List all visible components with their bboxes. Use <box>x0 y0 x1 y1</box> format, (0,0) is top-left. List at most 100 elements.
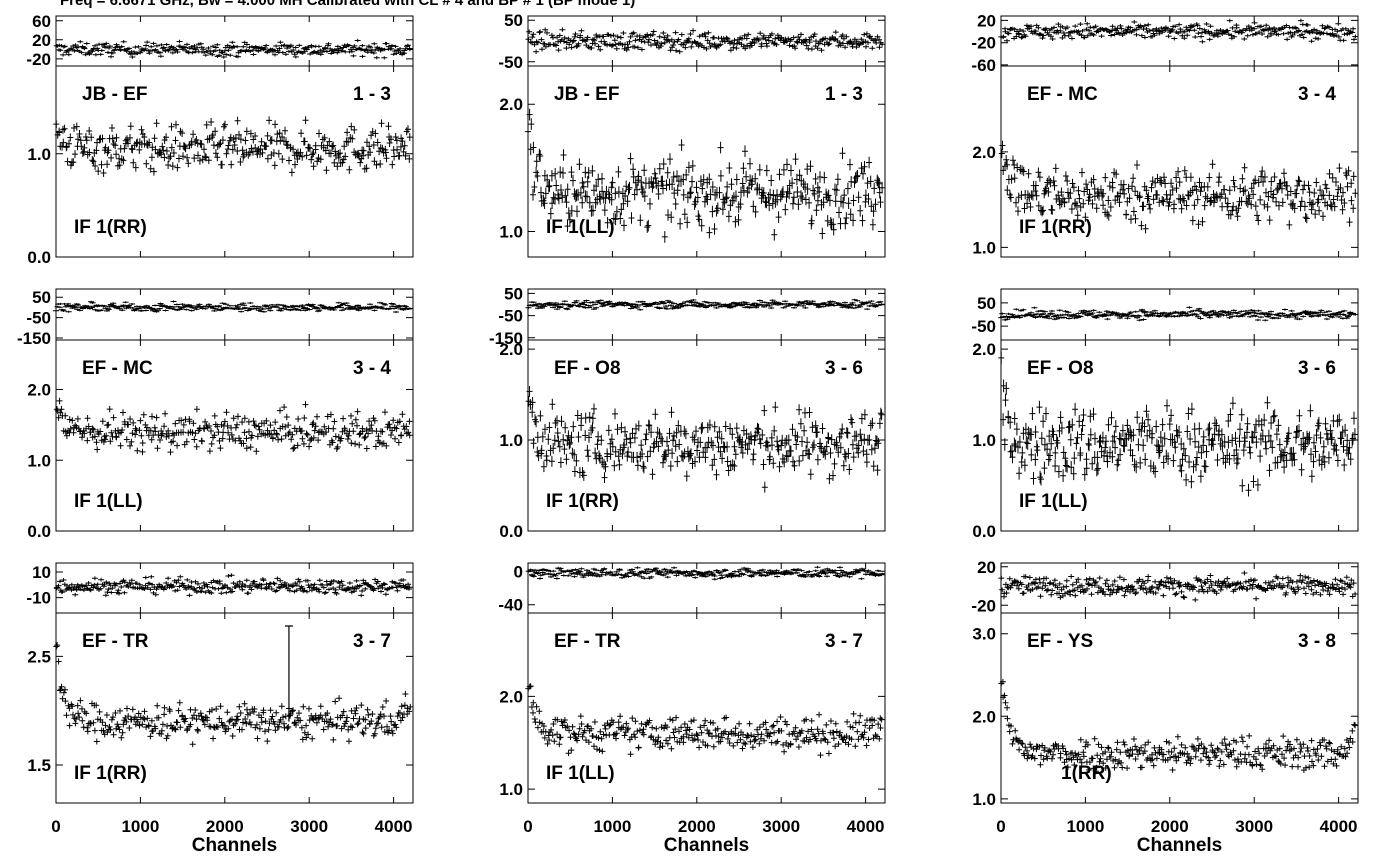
phase-y-tick-marks <box>1001 302 1358 327</box>
baseline-label: EF - O8 <box>1027 358 1094 379</box>
amp-y-tick-marks <box>1001 633 1358 800</box>
x-tick-label: 4000 <box>375 817 413 836</box>
amp-y-tick-label: 1.5 <box>27 756 51 775</box>
if-polarization-label: 1(RR) <box>1061 763 1112 784</box>
x-tick-marks <box>527 66 867 257</box>
phase-y-tick-marks <box>1001 566 1358 606</box>
amp-y-tick-label: 2.0 <box>972 340 996 359</box>
x-tick-label: 4000 <box>847 817 885 836</box>
baseline-label: EF - O8 <box>554 358 621 379</box>
phase-y-tick-label: 20 <box>977 558 996 577</box>
amplitude-points <box>998 678 1359 775</box>
amp-y-tick-label: 1.0 <box>27 451 51 470</box>
amplitude-points <box>53 116 413 177</box>
amp-y-tick-label: 1.0 <box>499 780 523 799</box>
amplitude-plot-frame <box>527 65 886 258</box>
amplitude-points <box>525 683 885 758</box>
phase-points <box>53 300 413 314</box>
amp-y-tick-label: 1.0 <box>27 145 51 164</box>
amp-y-tick-label: 2.0 <box>972 143 996 162</box>
phase-y-tick-label: -20 <box>26 50 51 69</box>
x-tick-marks <box>1000 289 1340 340</box>
amp-y-tick-label: 2.0 <box>27 381 51 400</box>
x-tick-marks <box>527 340 867 531</box>
x-tick-marks <box>527 563 867 613</box>
phase-y-tick-label: -60 <box>971 56 996 75</box>
amp-y-tick-marks <box>528 695 885 790</box>
amp-y-tick-label: 3.0 <box>972 625 996 644</box>
amplitude-points <box>53 397 413 456</box>
baseline-panel <box>998 562 1359 804</box>
amplitude-plot-frame <box>527 339 886 532</box>
x-tick-marks <box>55 563 395 613</box>
amp-y-tick-label: 1.0 <box>499 223 523 242</box>
phase-plot-frame <box>55 288 414 341</box>
x-tick-marks <box>527 613 867 803</box>
baseline-panel <box>53 288 414 532</box>
amp-y-tick-label: 1.0 <box>972 431 996 450</box>
x-tick-label: 4000 <box>1320 817 1358 836</box>
phase-y-tick-marks <box>528 292 885 339</box>
amp-y-tick-marks <box>528 103 885 232</box>
amplitude-points <box>998 140 1359 234</box>
phase-y-tick-label: 60 <box>32 12 51 31</box>
baseline-panel <box>53 562 414 804</box>
amplitude-plot-frame <box>55 339 414 532</box>
phase-y-tick-label: -10 <box>26 589 51 608</box>
phase-y-tick-label: -50 <box>971 317 996 336</box>
phase-y-tick-marks <box>528 19 885 63</box>
phase-points <box>53 38 413 60</box>
x-tick-label: 0 <box>996 817 1005 836</box>
amp-y-tick-label: 0.0 <box>27 522 51 541</box>
amplitude-plot-frame <box>1000 65 1359 258</box>
baseline-label: EF - TR <box>554 631 621 652</box>
amp-y-tick-marks <box>56 153 413 258</box>
baseline-panel <box>998 288 1359 532</box>
x-tick-marks <box>1000 340 1340 531</box>
phase-y-tick-label: -150 <box>489 329 523 348</box>
x-tick-marks <box>55 340 395 531</box>
phase-y-tick-marks <box>56 20 413 60</box>
baseline-panel <box>998 15 1359 258</box>
x-tick-label: 2000 <box>678 817 716 836</box>
x-tick-marks <box>55 16 395 66</box>
baseline-label: EF - MC <box>1027 84 1098 105</box>
baseline-panel <box>525 15 886 258</box>
phase-plot-frame <box>527 288 886 341</box>
phase-y-tick-label: 0 <box>514 562 523 581</box>
x-tick-label: 1000 <box>593 817 631 836</box>
baseline-label: JB - EF <box>82 84 147 105</box>
phase-y-tick-label: 10 <box>32 563 51 582</box>
x-axis-label: Channels <box>1137 835 1223 856</box>
x-tick-marks <box>527 16 867 66</box>
if-polarization-label: IF 1(LL) <box>546 217 615 238</box>
phase-y-tick-label: 50 <box>504 284 523 303</box>
amp-y-tick-label: 2.0 <box>499 340 523 359</box>
amp-y-tick-marks <box>1001 348 1358 532</box>
antenna-pair-label: 1 - 3 <box>825 84 863 105</box>
antenna-pair-label: 3 - 4 <box>353 358 391 379</box>
amp-y-tick-label: 1.0 <box>972 790 996 809</box>
amp-y-tick-marks <box>1001 151 1358 248</box>
amplitude-points <box>525 386 885 493</box>
phase-y-tick-label: -50 <box>26 309 51 328</box>
if-polarization-label: IF 1(RR) <box>546 491 619 512</box>
x-tick-marks <box>55 613 395 803</box>
phase-y-tick-label: -50 <box>498 53 523 72</box>
if-polarization-label: IF 1(LL) <box>1019 491 1088 512</box>
x-tick-label: 0 <box>523 817 532 836</box>
baseline-panel <box>525 562 886 804</box>
amplitude-plot-frame <box>55 65 414 258</box>
x-tick-label: 3000 <box>1235 817 1273 836</box>
phase-points <box>998 570 1359 603</box>
amp-y-tick-label: 1.0 <box>499 431 523 450</box>
baseline-panel <box>525 288 886 532</box>
phase-y-tick-label: -150 <box>17 329 51 348</box>
amp-y-tick-label: 0.0 <box>499 522 523 541</box>
antenna-pair-label: 3 - 4 <box>1298 84 1336 105</box>
phase-y-tick-label: 20 <box>32 31 51 50</box>
antenna-pair-label: 3 - 7 <box>825 631 863 652</box>
x-axis-label: Channels <box>664 835 750 856</box>
baseline-label: EF - TR <box>82 631 149 652</box>
